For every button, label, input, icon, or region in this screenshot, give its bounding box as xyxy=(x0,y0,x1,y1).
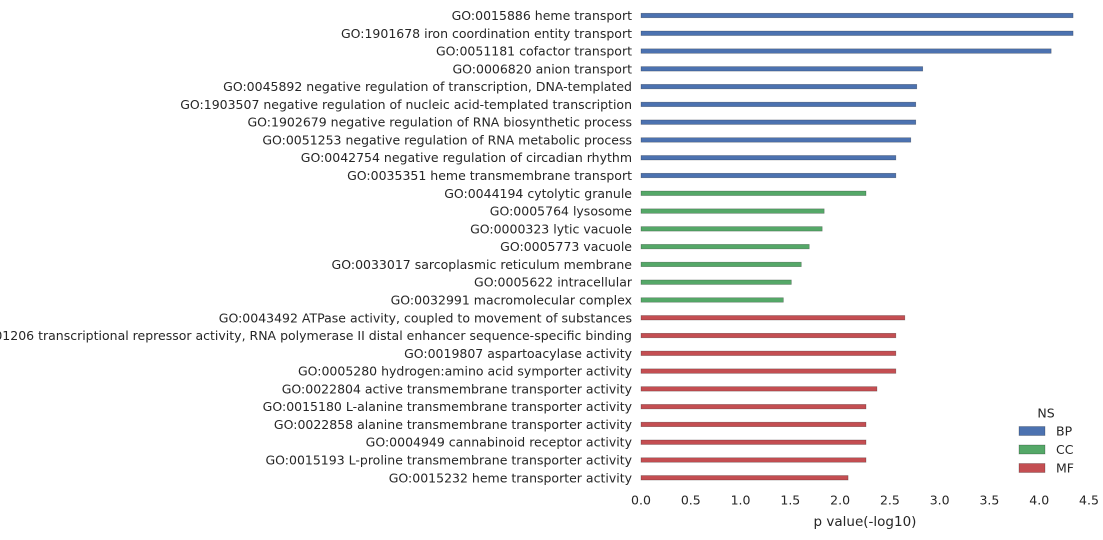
category-labels: GO:0015886 heme transport GO:1901678 iron… xyxy=(0,8,633,485)
x-tick-label: 3.5 xyxy=(979,493,999,508)
category-label: GO:0015180 L-alanine transmembrane trans… xyxy=(263,399,633,414)
bar-cc xyxy=(640,279,792,285)
bar-mf xyxy=(640,457,867,463)
legend-label-mf: MF xyxy=(1056,461,1074,476)
category-label: GO:0001206 transcriptional repressor act… xyxy=(0,328,632,343)
category-label: GO:0015886 heme transport xyxy=(452,8,632,23)
bar-cc xyxy=(640,297,784,303)
x-tick-label: 0.0 xyxy=(631,493,651,508)
x-axis-title: p value(-log10) xyxy=(814,514,917,530)
bar-bp xyxy=(640,12,1074,19)
bar-bp xyxy=(640,137,912,143)
category-label: GO:0044194 cytolytic granule xyxy=(444,186,632,201)
bar-cc xyxy=(640,261,802,267)
bar-mf xyxy=(640,439,867,445)
category-label: GO:0022858 alanine transmembrane transpo… xyxy=(274,417,633,432)
category-label: GO:1903507 negative regulation of nuclei… xyxy=(180,97,632,112)
bar-bp xyxy=(640,155,897,161)
category-label: GO:0019807 aspartoacylase activity xyxy=(404,346,633,361)
x-tick-label: 4.0 xyxy=(1029,493,1049,508)
bar-bp xyxy=(640,172,897,179)
category-label: GO:0005773 vacuole xyxy=(500,239,632,254)
bar-mf xyxy=(640,475,849,481)
bar-cc xyxy=(640,226,823,232)
category-label: GO:0042754 negative regulation of circad… xyxy=(301,150,632,165)
category-label: GO:0006820 anion transport xyxy=(452,61,632,76)
category-label: GO:0015193 L-proline transmembrane trans… xyxy=(265,453,632,468)
bar-bp xyxy=(640,48,1052,54)
category-label: GO:0005280 hydrogen:amino acid symporter… xyxy=(298,364,633,379)
category-label: GO:1902679 negative regulation of RNA bi… xyxy=(247,115,632,130)
x-tick-label: 2.5 xyxy=(880,493,900,508)
category-label: GO:0005622 intracellular xyxy=(474,275,633,290)
x-axis-ticks: 0.0 0.5 1.0 1.5 2.0 2.5 3.0 3.5 4.0 4.5 xyxy=(631,493,1099,508)
legend-title: NS xyxy=(1037,406,1054,421)
bar-bp xyxy=(640,66,924,72)
category-label: GO:0035351 heme transmembrane transport xyxy=(347,168,632,183)
legend-entries: BP CC MF xyxy=(1018,424,1074,476)
legend-label-bp: BP xyxy=(1056,424,1073,439)
x-tick-label: 1.0 xyxy=(731,493,751,508)
bar-bp xyxy=(640,119,917,125)
x-tick-label: 1.5 xyxy=(780,493,800,508)
category-label: GO:0000323 lytic vacuole xyxy=(470,221,632,236)
category-label: GO:0051181 cofactor transport xyxy=(436,44,632,59)
x-tick-label: 2.0 xyxy=(830,493,850,508)
bar-mf xyxy=(640,332,897,339)
bar-bp xyxy=(640,84,918,90)
bar-mf xyxy=(640,421,867,427)
bar-cc xyxy=(640,208,825,214)
category-label: GO:0051253 negative regulation of RNA me… xyxy=(262,132,632,147)
category-label: GO:0005764 lysosome xyxy=(490,204,633,219)
legend-label-cc: CC xyxy=(1056,442,1074,457)
bar-mf xyxy=(640,350,897,356)
category-label: GO:0022804 active transmembrane transpor… xyxy=(282,381,633,396)
x-tick-label: 4.5 xyxy=(1079,493,1099,508)
bar-mf xyxy=(640,386,878,392)
legend-swatch-mf xyxy=(1018,463,1046,473)
x-tick-label: 0.5 xyxy=(681,493,701,508)
bar-bp xyxy=(640,101,917,107)
category-label: GO:0043492 ATPase activity, coupled to m… xyxy=(219,310,632,325)
bar-cc xyxy=(640,244,810,250)
bar-mf xyxy=(640,404,867,410)
bar-cc xyxy=(640,190,867,196)
bar-bp xyxy=(640,30,1074,36)
category-label: GO:0015232 heme transporter activity xyxy=(389,470,633,485)
category-label: GO:0004949 cannabinoid receptor activity xyxy=(366,435,633,450)
legend: NS BP CC MF xyxy=(1018,406,1074,476)
category-label: GO:0045892 negative regulation of transc… xyxy=(223,79,632,94)
category-label: GO:0032991 macromolecular complex xyxy=(391,292,632,307)
bar-mf xyxy=(640,368,897,374)
category-label: GO:1901678 iron coordination entity tran… xyxy=(341,26,632,41)
category-label: GO:0033017 sarcoplasmic reticulum membra… xyxy=(332,257,633,272)
bar-mf xyxy=(640,315,906,321)
x-tick-label: 3.0 xyxy=(930,493,950,508)
legend-swatch-bp xyxy=(1018,426,1046,436)
bars-layer xyxy=(640,12,1074,481)
legend-swatch-cc xyxy=(1018,444,1046,455)
